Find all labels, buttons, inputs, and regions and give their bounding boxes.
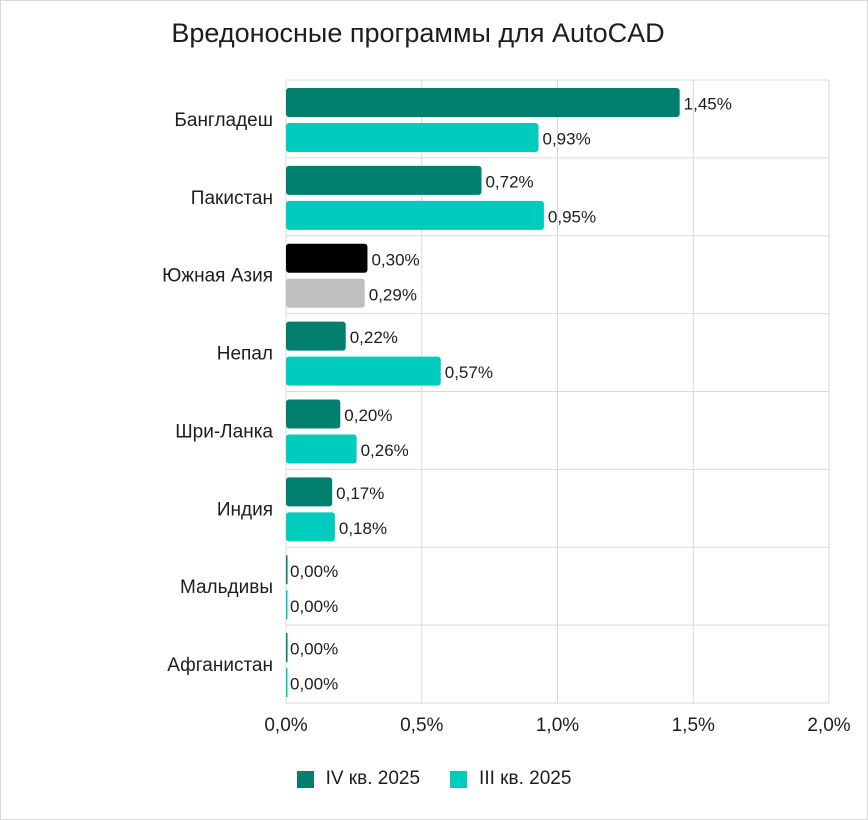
x-tick-label: 1,0% (536, 715, 579, 736)
bar (286, 200, 544, 230)
category-label: Афганистан (167, 655, 273, 676)
bar (286, 356, 441, 386)
bar (286, 278, 365, 308)
data-label: 0,72% (485, 172, 533, 191)
data-label: 0,00% (290, 562, 338, 581)
bar (286, 633, 288, 663)
bar (286, 512, 335, 542)
data-label: 0,00% (290, 597, 338, 616)
bar (286, 243, 368, 273)
bar (286, 434, 357, 464)
chart-title: Вредоносные программы для AutoCAD (171, 18, 665, 48)
data-label: 0,00% (290, 640, 338, 659)
data-label: 0,18% (339, 519, 387, 538)
legend-label-iv-quarter: IV кв. 2025 (325, 768, 421, 789)
data-label: 0,00% (290, 675, 338, 694)
data-label: 0,93% (542, 130, 590, 149)
bar (286, 590, 288, 620)
legend-item-iv-quarter: IV кв. 2025 (296, 768, 421, 790)
category-label: Непал (217, 344, 273, 365)
data-label: 0,22% (350, 328, 398, 347)
data-label: 0,29% (369, 285, 417, 304)
category-label: Южная Азия (162, 266, 273, 287)
x-tick-label: 0,0% (264, 715, 307, 736)
legend-item-iii-quarter: III кв. 2025 (450, 768, 571, 790)
bar (286, 123, 539, 152)
data-label: 0,30% (371, 250, 419, 269)
x-tick-label: 1,5% (672, 715, 715, 736)
bar (286, 668, 288, 698)
category-label: Индия (217, 499, 273, 520)
legend: IV кв. 2025 III кв. 2025 (0, 768, 868, 790)
data-label: 0,20% (344, 406, 392, 425)
legend-label-iii-quarter: III кв. 2025 (479, 768, 572, 789)
legend-swatch-iii-quarter (450, 770, 468, 788)
x-tick-label: 2,0% (807, 715, 850, 736)
category-label: Шри-Ланка (175, 421, 273, 442)
data-label: 0,26% (361, 441, 409, 460)
data-label: 0,95% (548, 207, 596, 226)
data-label: 1,45% (684, 95, 732, 114)
bar (286, 321, 346, 351)
bar (286, 555, 288, 585)
category-label: Мальдивы (180, 577, 273, 598)
bar (286, 399, 341, 429)
data-label: 0,17% (336, 484, 384, 503)
legend-swatch-iv-quarter (296, 770, 314, 788)
bar (286, 165, 482, 195)
data-label: 0,57% (445, 363, 493, 382)
category-label: Пакистан (191, 188, 273, 209)
bar (286, 477, 333, 507)
bar (286, 88, 680, 117)
category-label: Бангладеш (174, 110, 273, 131)
x-tick-label: 0,5% (400, 715, 443, 736)
